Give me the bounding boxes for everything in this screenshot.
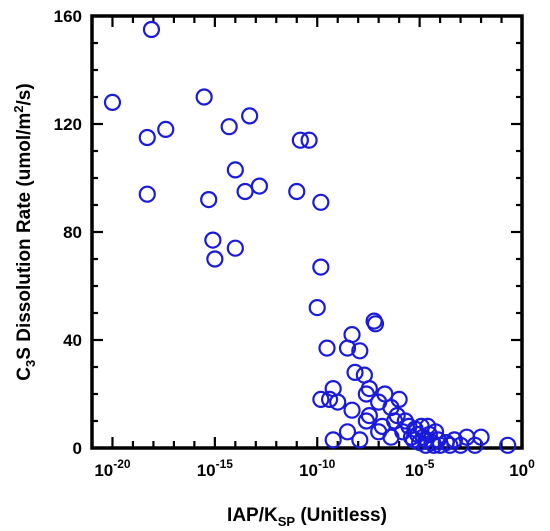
data-point bbox=[103, 93, 122, 112]
data-point bbox=[351, 342, 369, 360]
data-point bbox=[138, 185, 156, 203]
data-point bbox=[312, 258, 330, 276]
x-axis-title: IAP/KSP (Unitless) bbox=[227, 505, 387, 529]
data-point bbox=[318, 339, 336, 357]
data-points bbox=[103, 20, 517, 454]
y-tick-label: 160 bbox=[54, 7, 82, 26]
data-point bbox=[312, 193, 330, 211]
data-point bbox=[343, 326, 361, 344]
data-point bbox=[324, 431, 342, 449]
x-tick-label: 10-20 bbox=[94, 457, 131, 480]
data-point bbox=[329, 393, 347, 411]
data-point bbox=[499, 436, 517, 454]
data-point bbox=[300, 131, 318, 149]
data-point bbox=[376, 385, 394, 403]
data-point bbox=[157, 120, 175, 138]
y-tick-label: 0 bbox=[73, 439, 82, 458]
data-point bbox=[195, 88, 213, 106]
data-point bbox=[226, 239, 244, 257]
data-point bbox=[366, 315, 385, 333]
data-point bbox=[241, 107, 259, 125]
x-tick-label: 10-5 bbox=[405, 457, 435, 480]
data-point bbox=[472, 428, 490, 446]
data-point bbox=[338, 423, 357, 441]
data-point bbox=[250, 177, 269, 195]
data-point bbox=[204, 231, 222, 249]
minor-ticks bbox=[90, 14, 524, 450]
data-point bbox=[360, 380, 378, 398]
y-tick-labels: 0 40 80 120 160 bbox=[54, 7, 82, 458]
data-point bbox=[351, 431, 369, 449]
data-point bbox=[346, 363, 364, 381]
plot-frame bbox=[90, 14, 524, 450]
data-point bbox=[288, 182, 306, 201]
data-point bbox=[390, 390, 408, 408]
y-axis-title: C3S Dissolution Rate (umol/m2/s) bbox=[11, 83, 38, 380]
data-point bbox=[138, 128, 156, 147]
x-tick-label: 10-15 bbox=[197, 457, 234, 480]
data-point bbox=[206, 250, 224, 268]
data-point bbox=[360, 407, 378, 425]
data-point bbox=[236, 182, 254, 201]
plot-border bbox=[90, 14, 524, 450]
x-tick-label: 100 bbox=[509, 457, 535, 480]
data-point bbox=[308, 299, 326, 317]
y-tick-label: 80 bbox=[63, 223, 82, 242]
y-tick-label: 40 bbox=[63, 331, 82, 350]
data-point bbox=[200, 191, 218, 209]
data-point bbox=[220, 118, 238, 136]
data-point bbox=[291, 131, 309, 149]
data-point bbox=[226, 161, 244, 179]
data-point bbox=[312, 390, 330, 408]
x-tick-labels: 10-20 10-15 10-10 10-5 100 bbox=[94, 457, 535, 480]
x-tick-label: 10-10 bbox=[299, 457, 336, 480]
data-point bbox=[320, 390, 339, 408]
data-point bbox=[343, 401, 361, 419]
y-tick-label: 120 bbox=[54, 115, 82, 134]
data-point bbox=[142, 20, 161, 39]
data-point bbox=[441, 436, 459, 454]
